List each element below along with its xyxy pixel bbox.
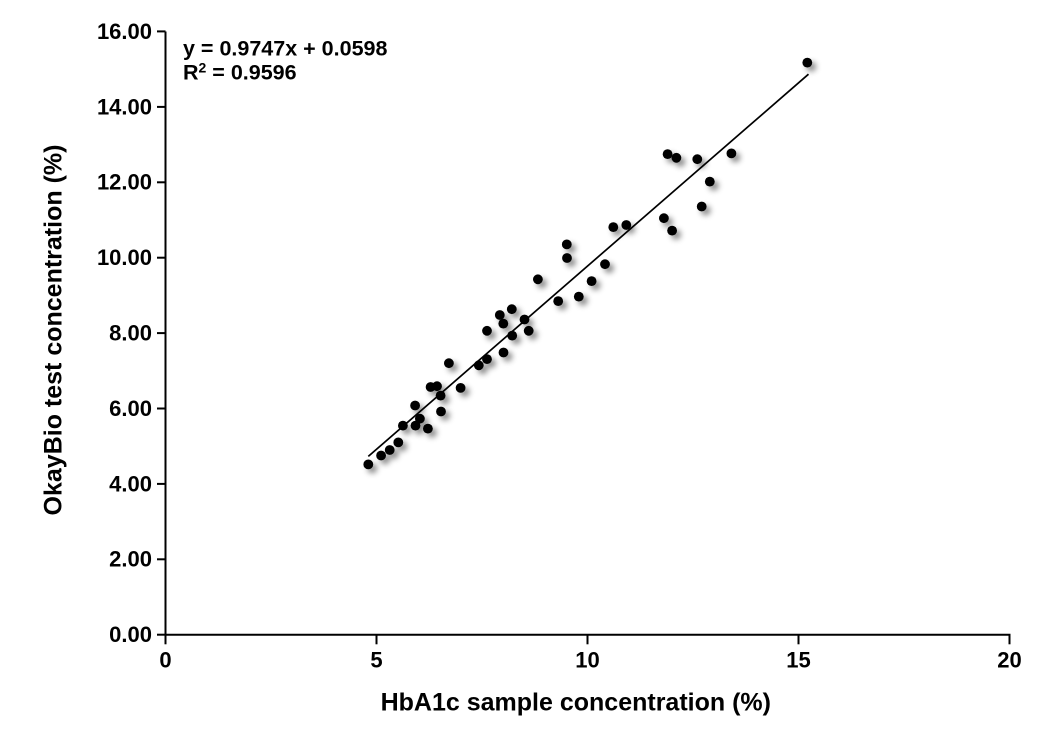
svg-text:HbA1c sample concentration (%): HbA1c sample concentration (%) (381, 689, 771, 717)
svg-text:10.00: 10.00 (97, 245, 152, 270)
svg-text:12.00: 12.00 (97, 170, 152, 195)
svg-text:10: 10 (575, 648, 599, 673)
svg-text:OkayBio test concentration (%): OkayBio test concentration (%) (40, 145, 68, 516)
svg-text:20: 20 (997, 648, 1021, 673)
svg-text:6.00: 6.00 (109, 396, 152, 421)
svg-text:2.00: 2.00 (109, 547, 152, 572)
svg-text:14.00: 14.00 (97, 94, 152, 119)
svg-text:16.00: 16.00 (97, 19, 152, 44)
svg-text:5: 5 (370, 648, 382, 673)
svg-text:y = 0.9747x + 0.0598: y = 0.9747x + 0.0598 (183, 37, 387, 61)
svg-text:4.00: 4.00 (109, 471, 152, 496)
svg-text:0: 0 (159, 648, 171, 673)
svg-text:0.00: 0.00 (109, 622, 152, 647)
svg-text:15: 15 (786, 648, 810, 673)
svg-text:R2 = 0.9596: R2 = 0.9596 (183, 60, 297, 85)
svg-text:8.00: 8.00 (109, 321, 152, 346)
